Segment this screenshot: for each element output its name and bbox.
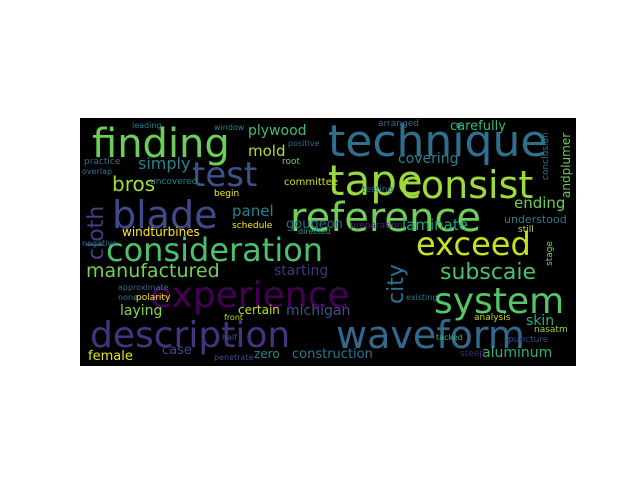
word-analysis: analysis [474, 313, 511, 323]
word-directed: directed [298, 227, 331, 236]
word-construction: construction [292, 347, 373, 362]
word-ending: ending [514, 194, 566, 212]
word-cloth: cloth [84, 205, 109, 260]
word-arranged: arranged [378, 119, 419, 129]
word-polarity: polarity [136, 293, 171, 303]
word-schedule: schedule [232, 221, 273, 231]
word-leading: leading [132, 121, 162, 130]
word-overlap: overlap [82, 167, 113, 176]
word-stage: stage [545, 241, 555, 266]
word-andplumer: andplumer [559, 132, 573, 198]
word-tape: tape [328, 156, 423, 205]
word-practice: practice [84, 157, 121, 167]
word-gougeon: gougeon [286, 217, 343, 232]
word-michigan: michigan [286, 303, 351, 319]
word-system: system [434, 281, 565, 322]
word-existing: existing [406, 293, 438, 302]
word-laminate: laminate [402, 216, 468, 234]
word-simply: simply [138, 154, 191, 173]
word-waveform: waveform [336, 313, 525, 357]
word-technique: technique [328, 118, 548, 167]
word-city: city [384, 264, 409, 304]
word-finding: finding [92, 121, 230, 167]
word-zero: zero [254, 347, 280, 361]
word-positive: positive [288, 139, 320, 148]
word-front: front [224, 313, 244, 322]
word-half: half [222, 333, 238, 342]
word-still: still [518, 225, 534, 235]
word-cloud: finding technique test tape consist blad… [80, 118, 576, 366]
word-understood: understood [504, 213, 567, 226]
word-mold: mold [248, 142, 286, 160]
word-tacked: tacked [436, 333, 463, 342]
word-begin: begin [214, 189, 240, 199]
word-windturbines: windturbines [122, 225, 200, 239]
word-puncture: puncture [508, 335, 549, 345]
word-conclusion: conclusion [541, 132, 551, 180]
word-case: case [162, 343, 192, 358]
word-manufactured: manufactured [86, 260, 220, 282]
word-window: window [214, 123, 245, 132]
word-nasatm: nasatm [534, 325, 568, 335]
word-covering: covering [398, 151, 459, 167]
word-testing: testing [362, 185, 394, 195]
word-reference: reference [290, 195, 481, 241]
word-aluminum: aluminum [482, 345, 553, 361]
word-root: root [282, 157, 301, 167]
word-uncovered: uncovered [150, 177, 198, 187]
word-female: female [88, 349, 133, 364]
word-steep: steep [460, 349, 486, 359]
word-starting: starting [274, 263, 329, 279]
word-blade: blade [112, 193, 218, 237]
word-penetrate: penetrate [214, 353, 254, 362]
word-preparation: preparation [350, 221, 403, 231]
word-certain: certain [238, 303, 280, 317]
word-experience: experience [150, 275, 350, 316]
word-consist: consist [400, 163, 534, 207]
word-negative: negative [82, 239, 117, 248]
word-test: test [192, 155, 258, 195]
word-laying: laying [120, 303, 163, 319]
word-none: none [118, 293, 138, 302]
word-exceed: exceed [416, 225, 531, 263]
word-subscale: subscaie [440, 260, 537, 285]
word-panel: panel [232, 202, 274, 220]
word-carefully: carefully [450, 119, 506, 134]
word-description: description [90, 315, 291, 356]
word-plywood: plywood [248, 123, 307, 139]
word-committee: committee [284, 177, 339, 188]
word-bros: bros [112, 172, 156, 196]
word-approximate: approximate [118, 283, 169, 292]
word-skin: skin [526, 313, 555, 329]
word-consideration: consideration [106, 231, 324, 269]
